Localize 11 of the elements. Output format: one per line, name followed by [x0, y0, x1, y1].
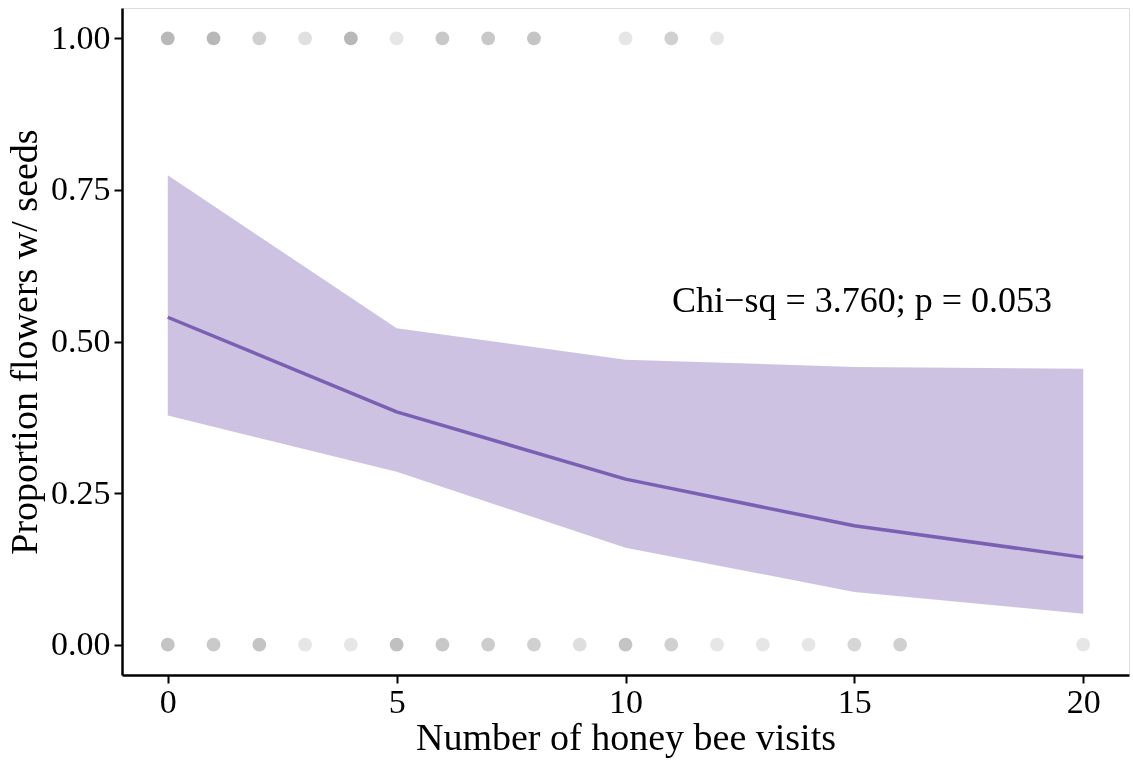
y-tick-label: 0.25	[51, 473, 111, 511]
y-tick-label: 0.00	[51, 625, 111, 663]
annotation: Chi−sq = 3.760; p = 0.053	[672, 280, 1052, 320]
x-tick-label: 0	[159, 682, 177, 720]
x-tick-label: 15	[837, 682, 872, 720]
y-tick-label: 0.50	[51, 322, 111, 359]
y-axis-title: Proportion flowers w/ seeds	[3, 129, 45, 555]
x-tick-label: 5	[388, 682, 406, 720]
y-tick-label: 0.75	[51, 170, 111, 208]
x-tick-label: 20	[1066, 682, 1101, 720]
y-tick-label: 1.00	[51, 18, 111, 56]
